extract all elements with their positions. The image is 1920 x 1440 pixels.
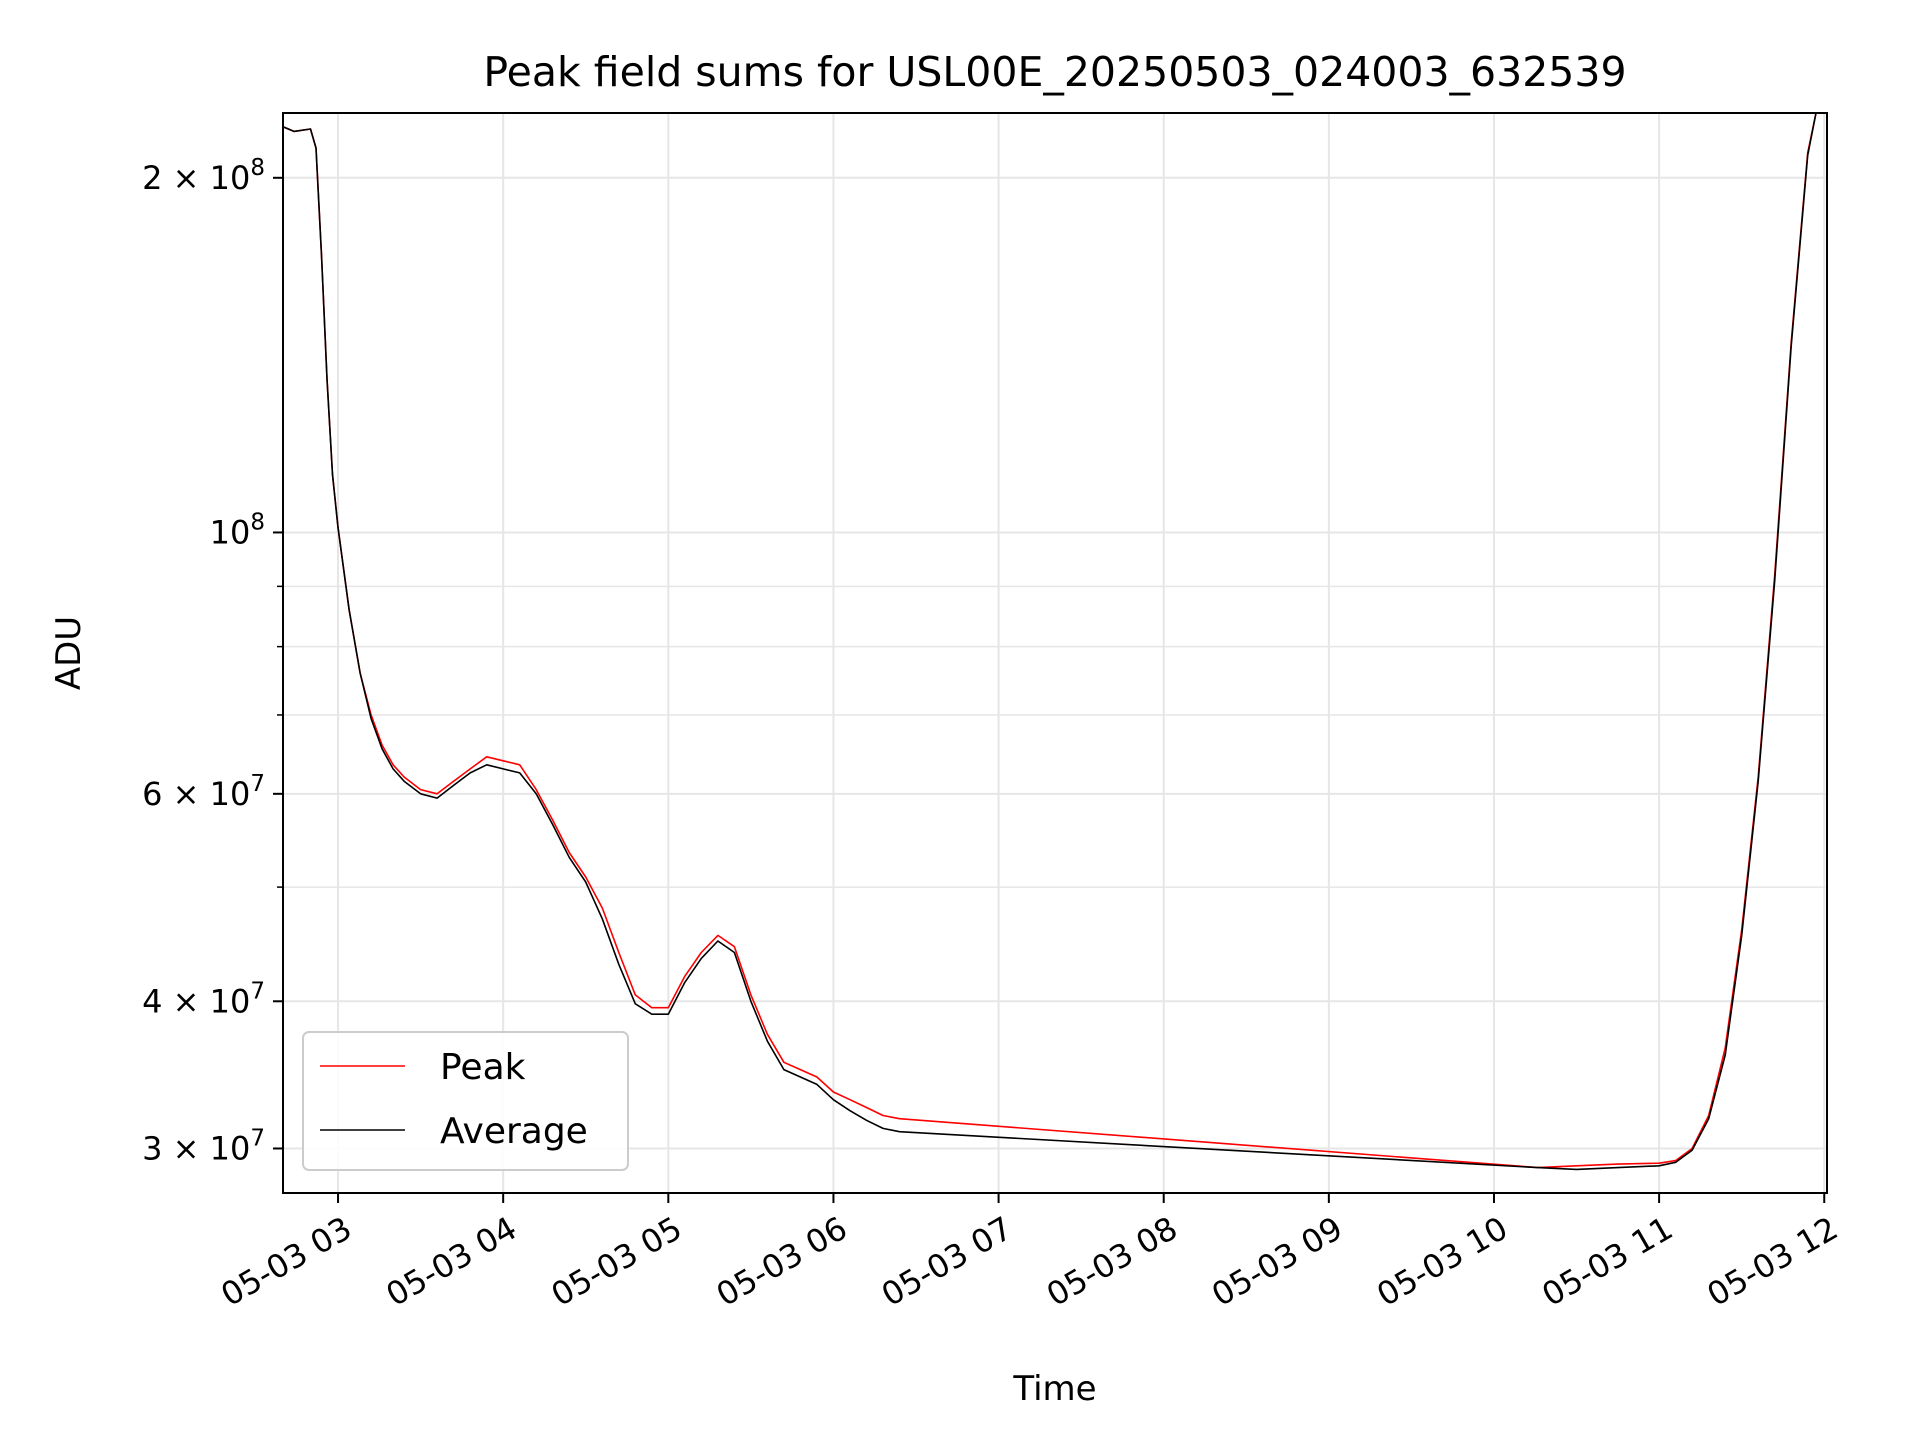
y-tick-label: 6 × 107 <box>142 771 265 813</box>
plot-lines <box>283 113 1827 1171</box>
grid <box>283 113 1827 1193</box>
series-line-average <box>283 113 1827 1171</box>
x-axis-label: Time <box>1012 1369 1096 1409</box>
y-tick-label: 108 <box>210 509 265 551</box>
y-tick-label: 4 × 107 <box>142 978 265 1020</box>
y-axis: 108 2 × 108 6 × 107 4 × 107 3 × 107 <box>142 155 283 1167</box>
legend-peak-label: Peak <box>440 1047 526 1088</box>
y-tick-label: 2 × 108 <box>142 155 265 197</box>
y-tick-label: 3 × 107 <box>142 1125 265 1167</box>
legend-average-label: Average <box>440 1111 588 1152</box>
legend: Peak Average <box>302 1031 629 1171</box>
y-axis-label: ADU <box>49 616 89 690</box>
plot-frame <box>282 112 1828 1194</box>
chart-title: Peak field sums for USL00E_20250503_0240… <box>483 48 1626 96</box>
